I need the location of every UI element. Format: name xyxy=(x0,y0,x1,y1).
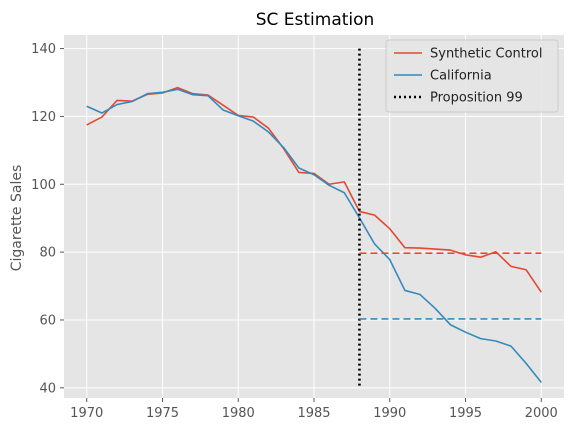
grid-layer xyxy=(64,35,564,398)
legend: Synthetic Control California Proposition 9… xyxy=(385,39,559,113)
legend-label: Proposition 99 xyxy=(430,91,523,106)
legend-box xyxy=(385,39,559,113)
x-tick-label: 1990 xyxy=(373,406,406,421)
y-tick-label: 60 xyxy=(39,313,56,328)
x-tick-label: 1975 xyxy=(146,406,179,421)
x-tick-label: 1985 xyxy=(297,406,330,421)
x-tick-label: 2000 xyxy=(525,406,558,421)
legend-label: California xyxy=(430,69,492,84)
y-tick-label: 40 xyxy=(39,381,56,396)
y-tick-label: 120 xyxy=(31,110,56,125)
y-axis-title: Cigarette Sales xyxy=(9,165,25,272)
series-layer xyxy=(86,86,542,383)
y-tick-label: 80 xyxy=(39,246,56,261)
legend-label: Synthetic Control xyxy=(430,47,543,62)
x-tick-label: 1970 xyxy=(70,406,103,421)
y-tick-label: 100 xyxy=(31,178,56,193)
chart-title: SC Estimation xyxy=(256,10,375,30)
x-axis: 1970 1975 1980 1985 1990 1995 2000 xyxy=(70,398,558,421)
reference-lines xyxy=(358,48,542,388)
x-tick-label: 1995 xyxy=(449,406,482,421)
x-tick-label: 1980 xyxy=(222,406,255,421)
series-line-california xyxy=(86,88,542,383)
y-tick-label: 140 xyxy=(31,42,56,57)
y-axis: 40 60 80 100 120 140 xyxy=(31,42,64,396)
